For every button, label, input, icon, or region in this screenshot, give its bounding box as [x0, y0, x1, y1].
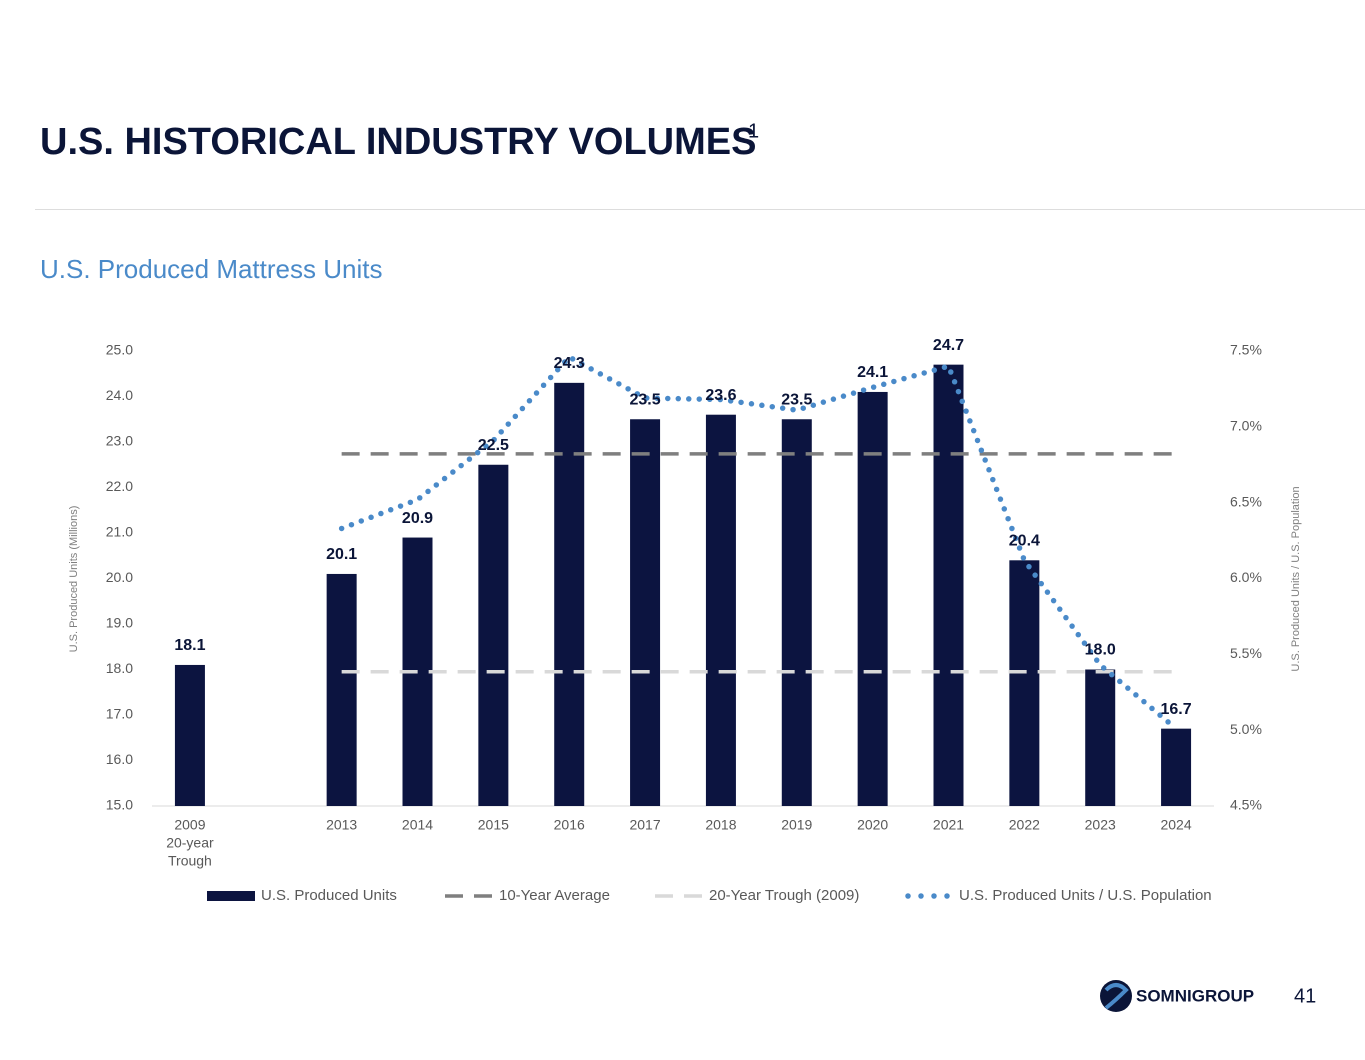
y2-tick-label: 4.5%	[1230, 797, 1262, 813]
bar	[933, 364, 964, 806]
x-tick-label: 2014	[402, 817, 433, 833]
y-tick-label: 17.0	[106, 706, 133, 722]
x-tick-label: 2020	[857, 817, 888, 833]
title-note: 1	[748, 120, 759, 142]
legend-label: 10-Year Average	[499, 887, 610, 904]
bar	[781, 419, 812, 806]
bar	[554, 382, 585, 806]
bar	[630, 419, 661, 806]
bar	[478, 464, 509, 806]
legend-label: U.S. Produced Units / U.S. Population	[959, 887, 1212, 904]
y-tick-label: 16.0	[106, 751, 133, 767]
x-tick-label: 2023	[1085, 817, 1116, 833]
y-tick-label: 18.0	[106, 660, 133, 676]
value-label: 24.1	[857, 364, 888, 381]
y-tick-label: 24.0	[106, 387, 133, 403]
y2-axis-title: U.S. Produced Units / U.S. Population	[1290, 486, 1302, 671]
y-tick-label: 23.0	[106, 433, 133, 449]
y-tick-label: 19.0	[106, 615, 133, 631]
chart-title: U.S. Produced Mattress Units	[40, 254, 382, 284]
x-tick-label: 2018	[705, 817, 736, 833]
bar	[174, 664, 205, 806]
y-tick-label: 20.0	[106, 569, 133, 585]
page-number: 41	[1294, 985, 1316, 1007]
legend-swatch	[207, 891, 255, 901]
value-label: 23.5	[630, 391, 661, 408]
y-axis-title: U.S. Produced Units (Millions)	[68, 506, 80, 653]
x-tick-label: 2015	[478, 817, 509, 833]
x-tick-label: 2019	[781, 817, 812, 833]
value-label: 24.3	[554, 355, 585, 372]
logo-text: SOMNIGROUP	[1136, 986, 1254, 1005]
legend-label: 20-Year Trough (2009)	[709, 887, 859, 904]
value-label: 20.1	[326, 546, 357, 563]
y2-tick-label: 7.0%	[1230, 418, 1262, 434]
y2-tick-label: 6.0%	[1230, 569, 1262, 585]
value-label: 20.9	[402, 510, 433, 527]
x-tick-label: 2016	[554, 817, 585, 833]
value-label: 23.6	[705, 387, 736, 404]
bar	[1161, 728, 1192, 806]
bar	[705, 414, 736, 806]
value-label: 20.4	[1009, 533, 1040, 550]
y-tick-label: 25.0	[106, 342, 133, 358]
value-label: 18.0	[1085, 642, 1116, 659]
x-tick-label: 20-year	[166, 835, 214, 851]
bar	[1085, 669, 1116, 806]
x-tick-label: 2013	[326, 817, 357, 833]
x-tick-label: 2009	[174, 817, 205, 833]
bar	[1009, 560, 1040, 806]
slide-title: U.S. HISTORICAL INDUSTRY VOLUMES	[40, 121, 756, 163]
logo	[1100, 980, 1132, 1012]
x-tick-label: 2017	[629, 817, 660, 833]
x-tick-label: 2024	[1160, 817, 1191, 833]
y2-tick-label: 6.5%	[1230, 493, 1262, 509]
bar	[857, 391, 888, 806]
y2-tick-label: 5.5%	[1230, 645, 1262, 661]
y-tick-label: 22.0	[106, 478, 133, 494]
value-label: 24.7	[933, 337, 964, 354]
value-label: 23.5	[781, 391, 812, 408]
value-label: 22.5	[478, 437, 509, 454]
legend-label: U.S. Produced Units	[261, 887, 397, 904]
value-label: 18.1	[174, 637, 205, 654]
x-tick-label: Trough	[168, 853, 212, 869]
y-tick-label: 21.0	[106, 524, 133, 540]
x-tick-label: 2022	[1009, 817, 1040, 833]
y-tick-label: 15.0	[106, 797, 133, 813]
bar	[326, 573, 357, 806]
x-tick-label: 2021	[933, 817, 964, 833]
y2-tick-label: 5.0%	[1230, 721, 1262, 737]
value-label: 16.7	[1161, 701, 1192, 718]
y2-tick-label: 7.5%	[1230, 342, 1262, 358]
